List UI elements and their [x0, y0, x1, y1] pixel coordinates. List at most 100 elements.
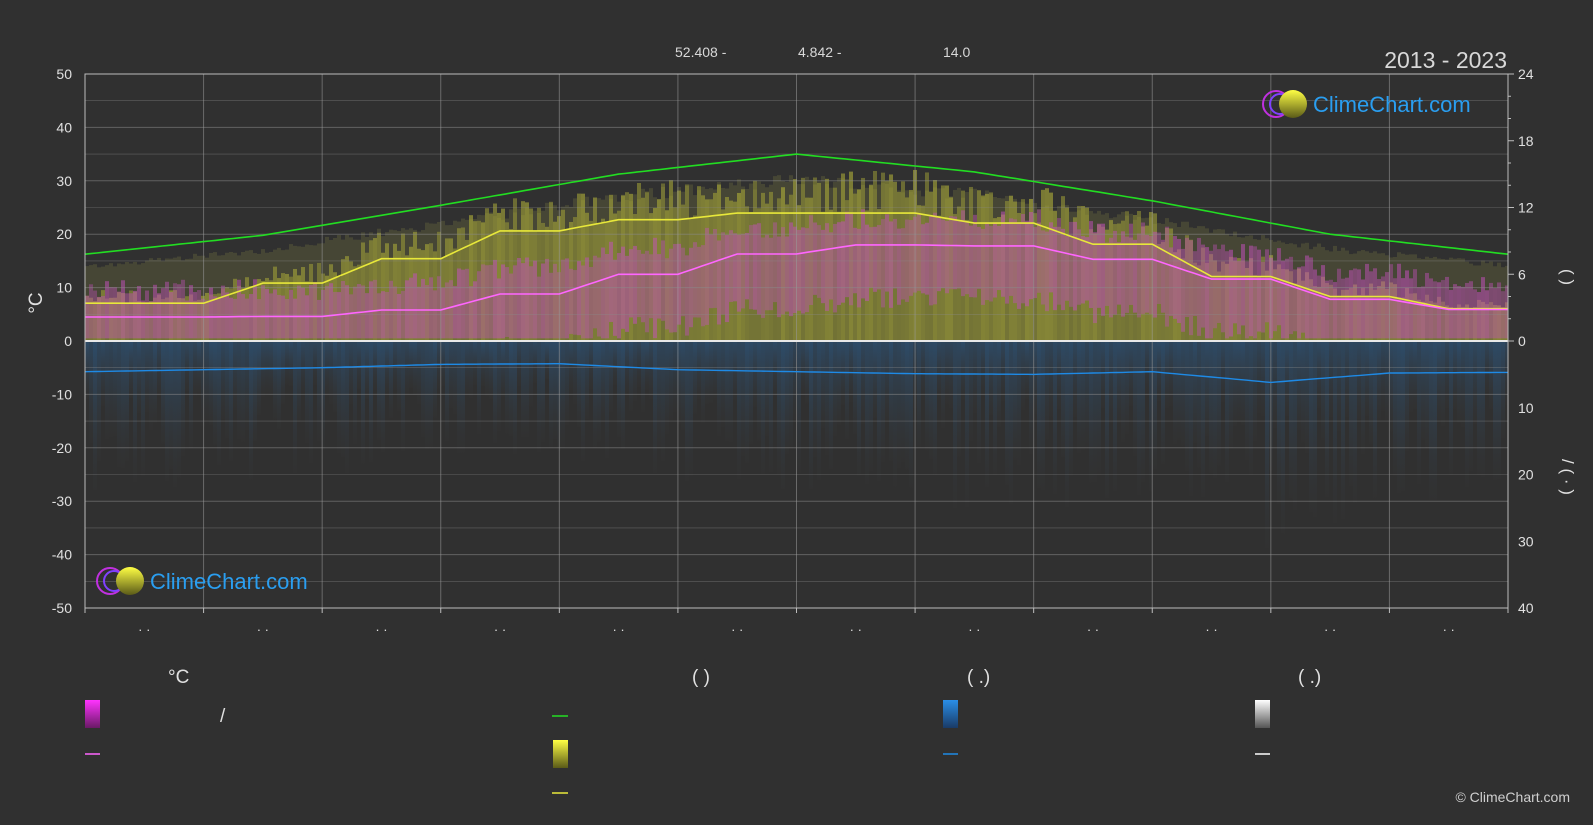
legend-col1-title: °C: [168, 667, 189, 688]
temperature-band: [545, 258, 549, 339]
precipitation-band: [509, 342, 513, 436]
precipitation-band: [313, 342, 317, 386]
precipitation-band: [1053, 342, 1057, 495]
right-lower-tick-label: 30: [1518, 533, 1534, 549]
left-tick-label: -40: [52, 547, 72, 563]
temperature-band: [237, 279, 241, 339]
sunshine-band: [1301, 280, 1305, 341]
precipitation-band: [825, 342, 829, 456]
precipitation-band: [1001, 342, 1005, 402]
precipitation-band: [121, 342, 125, 468]
temperature-band: [917, 213, 921, 291]
sunshine-band: [1201, 247, 1205, 341]
sunshine-band: [1337, 295, 1341, 341]
precipitation-band: [873, 342, 877, 419]
precipitation-band: [677, 342, 681, 425]
precipitation-band: [213, 342, 217, 446]
sunshine-band: [285, 273, 289, 341]
precipitation-band: [965, 342, 969, 508]
temperature-band: [1085, 237, 1089, 301]
precipitation-band: [1005, 342, 1009, 486]
daylight-band: [149, 258, 153, 341]
precipitation-band: [1385, 342, 1389, 421]
temperature-band: [829, 232, 833, 300]
sunshine-band: [969, 186, 973, 341]
temperature-band: [757, 223, 761, 315]
temperature-band: [169, 292, 173, 339]
sunshine-band: [261, 280, 265, 341]
daylight-band: [161, 261, 165, 341]
temperature-band: [1005, 223, 1009, 304]
temperature-band: [357, 284, 361, 339]
temperature-band: [1001, 211, 1005, 297]
temperature-band: [577, 261, 581, 336]
legend-col2-title: ( ): [692, 667, 710, 688]
precipitation-band: [1413, 342, 1417, 410]
precipitation-band: [1241, 342, 1245, 425]
logo-top[interactable]: ClimeChart.com: [1262, 90, 1471, 118]
sunshine-band: [301, 267, 305, 341]
precipitation-band: [1149, 342, 1153, 492]
sunshine-band: [765, 203, 769, 341]
precipitation-band: [201, 342, 205, 427]
precipitation-band: [321, 342, 325, 450]
daylight-band: [617, 201, 621, 341]
sunshine-band: [161, 299, 165, 341]
logo-text-bottom: ClimeChart.com: [150, 569, 308, 594]
temperature-band: [1077, 229, 1081, 305]
precipitation-band: [1025, 342, 1029, 399]
sunshine-band: [1493, 305, 1497, 341]
temperature-band: [729, 230, 733, 302]
sunshine-band: [481, 222, 485, 341]
precipitation-band: [1233, 342, 1237, 426]
sunshine-band: [1061, 196, 1065, 341]
precipitation-band: [1345, 342, 1349, 418]
temperature-band: [1393, 278, 1397, 339]
precipitation-band: [661, 342, 665, 462]
precipitation-band: [337, 342, 341, 453]
temperature-band: [1161, 239, 1165, 313]
temperature-band: [1109, 237, 1113, 318]
temperature-band: [529, 266, 533, 339]
sunshine-band: [1441, 301, 1445, 341]
precipitation-band: [1445, 342, 1449, 409]
temperature-band: [221, 285, 225, 339]
climechart-logo-icon: [96, 567, 144, 595]
sunshine-band: [761, 192, 765, 341]
sunshine-band: [985, 193, 989, 341]
temperature-band: [1253, 246, 1257, 339]
precipitation-band: [669, 342, 673, 421]
precipitation-band: [633, 342, 637, 402]
precipitation-band: [1361, 342, 1365, 455]
temperature-band: [585, 257, 589, 339]
month-tick-label: · ·: [731, 622, 743, 637]
temperature-band: [1377, 279, 1381, 339]
temperature-band: [1417, 287, 1421, 339]
precipitation-band: [933, 342, 937, 475]
temperature-band: [1081, 236, 1085, 304]
precipitation-band: [553, 342, 557, 439]
copyright-footer[interactable]: © ClimeChart.com: [1455, 789, 1570, 805]
sunshine-band: [505, 222, 509, 341]
temperature-band: [893, 218, 897, 289]
temperature-band: [317, 299, 321, 339]
sunshine-band: [185, 296, 189, 341]
sunshine-band: [705, 199, 709, 341]
temperature-band: [609, 241, 613, 322]
temperature-band: [581, 265, 585, 339]
sunshine-band: [697, 186, 701, 341]
sunshine-band: [325, 275, 329, 341]
temperature-band: [1493, 288, 1497, 339]
temperature-band: [685, 255, 689, 336]
sunshine-band: [1013, 201, 1017, 341]
daylight-band: [1033, 203, 1037, 341]
daylight-band: [289, 244, 293, 341]
sunshine-band: [197, 299, 201, 341]
daylight-band: [661, 186, 665, 341]
sunshine-band: [1381, 281, 1385, 341]
temperature-band: [1137, 233, 1141, 318]
sunshine-band: [1285, 269, 1289, 341]
temperature-band: [1369, 271, 1373, 339]
precipitation-band: [97, 342, 101, 462]
logo-bottom[interactable]: ClimeChart.com: [96, 567, 308, 595]
